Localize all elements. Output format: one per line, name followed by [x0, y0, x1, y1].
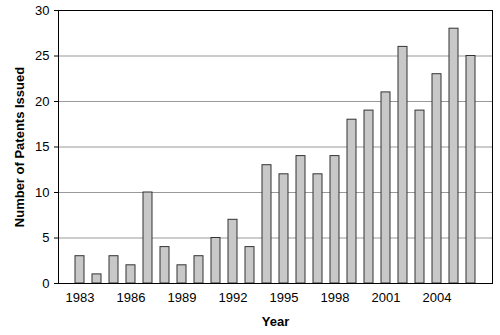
svg-text:2004: 2004: [423, 290, 452, 305]
svg-text:5: 5: [42, 230, 49, 245]
svg-text:15: 15: [35, 139, 49, 154]
svg-text:10: 10: [35, 185, 49, 200]
svg-text:1995: 1995: [270, 290, 299, 305]
svg-text:1989: 1989: [168, 290, 197, 305]
svg-text:25: 25: [35, 48, 49, 63]
svg-text:20: 20: [35, 94, 49, 109]
svg-text:2001: 2001: [372, 290, 401, 305]
svg-text:1986: 1986: [117, 290, 146, 305]
svg-text:Year: Year: [262, 314, 289, 329]
svg-text:0: 0: [42, 276, 49, 291]
svg-text:1992: 1992: [219, 290, 248, 305]
svg-text:1998: 1998: [321, 290, 350, 305]
svg-text:Number of Patents Issued: Number of Patents Issued: [12, 67, 27, 227]
svg-text:1983: 1983: [66, 290, 95, 305]
svg-text:30: 30: [35, 3, 49, 18]
